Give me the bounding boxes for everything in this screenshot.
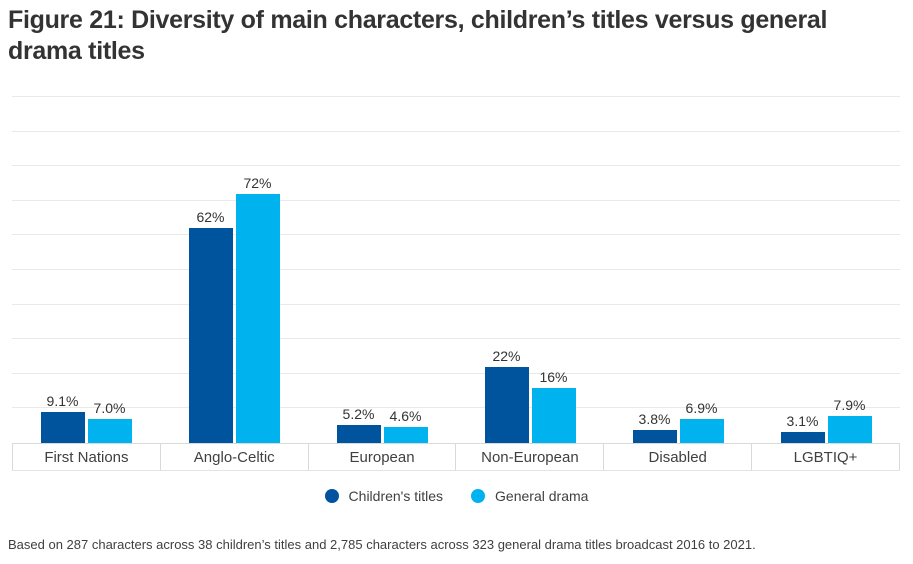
bar: 5.2%: [336, 406, 381, 443]
value-label: 7.0%: [93, 399, 126, 416]
legend-item: General drama: [471, 488, 588, 504]
bar: 3.1%: [780, 413, 825, 443]
bar-group: 3.8% 6.9%: [604, 97, 752, 443]
bar: 4.6%: [383, 408, 428, 443]
value-label: 9.1%: [46, 392, 79, 409]
category-label: Disabled: [604, 444, 753, 470]
value-label: 7.9%: [833, 396, 866, 413]
category-label: LGBTIQ+: [752, 444, 900, 470]
value-label: 3.1%: [786, 413, 819, 430]
gridline: [12, 199, 900, 201]
legend-item: Children's titles: [324, 488, 444, 504]
gridline: [12, 407, 900, 409]
bar-group: 5.2% 4.6%: [308, 97, 456, 443]
legend-label: Children's titles: [348, 488, 444, 504]
legend-label: General drama: [495, 488, 589, 504]
gridline: [12, 234, 900, 236]
plot-area: 9.1% 7.0% 62% 72% 5.2% 4.6% 22% 16% 3.8% 6.9% 3.1%…: [12, 96, 900, 443]
gridline: [12, 303, 900, 305]
bar-group: 22% 16%: [456, 97, 604, 443]
legend-swatch-icon: [471, 489, 486, 503]
value-label: 3.8%: [638, 410, 671, 427]
category-axis: First Nations Anglo-Celtic European Non-Eur…: [12, 443, 900, 471]
value-label: 62%: [196, 209, 225, 226]
value-label: 16%: [539, 368, 568, 385]
category-label: Anglo-Celtic: [161, 444, 309, 470]
value-label: 6.9%: [685, 400, 718, 417]
gridline: [12, 338, 900, 340]
bar: 16%: [531, 369, 576, 443]
value-label: 5.2%: [342, 406, 375, 423]
legend: Children's titles General drama: [0, 488, 913, 504]
legend-swatch-icon: [324, 489, 339, 503]
value-label: 22%: [492, 347, 521, 364]
bar-group: 9.1% 7.0%: [12, 97, 160, 443]
category-label: European: [309, 444, 457, 470]
gridline: [12, 372, 900, 374]
gridline: [12, 130, 900, 132]
bar: 62%: [188, 209, 233, 443]
bar: 72%: [235, 175, 280, 443]
category-label: First Nations: [13, 444, 161, 470]
bar: 7.9%: [827, 397, 872, 443]
bar-group: 3.1% 7.9%: [752, 97, 900, 443]
gridline: [12, 96, 900, 97]
bar: 7.0%: [87, 400, 132, 443]
category-label: Non-European: [456, 444, 605, 470]
bar: 9.1%: [40, 393, 85, 443]
gridline: [12, 165, 900, 167]
footnote: Based on 287 characters across 38 childr…: [8, 537, 756, 552]
value-label: 4.6%: [389, 408, 422, 425]
bar-group: 62% 72%: [160, 97, 308, 443]
bar: 22%: [484, 348, 529, 443]
gridline: [12, 269, 900, 270]
figure-title: Figure 21: Diversity of main characters,…: [8, 6, 828, 65]
bar-groups: 9.1% 7.0% 62% 72% 5.2% 4.6% 22% 16% 3.8% 6.9% 3.1%…: [12, 97, 900, 443]
bar: 6.9%: [679, 400, 724, 443]
bar: 3.8%: [632, 411, 677, 443]
value-label: 72%: [243, 174, 272, 191]
